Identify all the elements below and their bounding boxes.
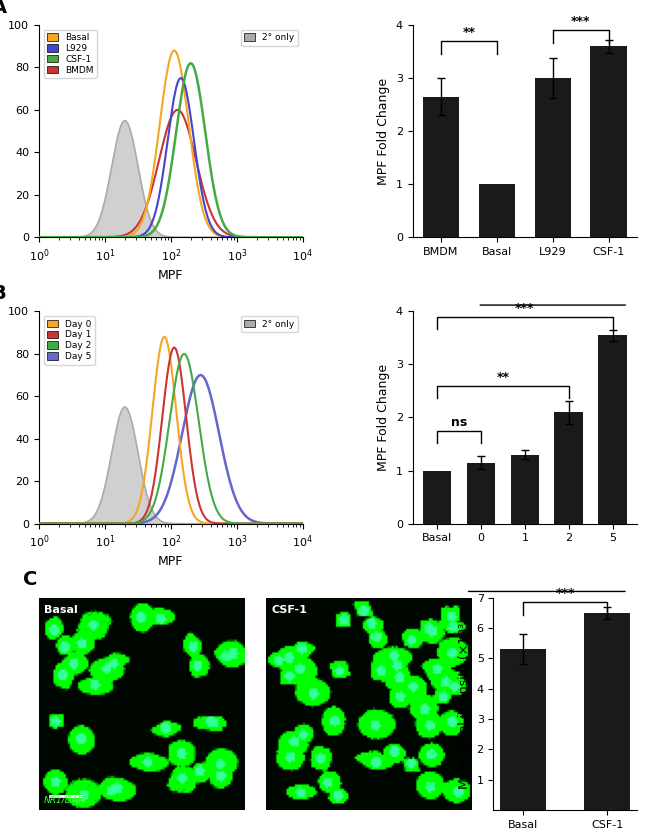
Text: ***: *** <box>515 301 534 315</box>
Y-axis label: Number of cells: Number of cells <box>0 368 3 467</box>
Text: ***: *** <box>556 587 575 600</box>
Text: CSF-1: CSF-1 <box>271 605 307 615</box>
Bar <box>535 78 571 237</box>
Bar <box>554 412 583 524</box>
Bar <box>479 185 515 237</box>
Text: Basal: Basal <box>44 605 78 615</box>
X-axis label: MPF: MPF <box>158 555 183 569</box>
Text: B: B <box>0 284 6 303</box>
Bar <box>467 463 495 524</box>
Legend: 2° only: 2° only <box>241 316 298 332</box>
Legend: 2° only: 2° only <box>241 29 298 46</box>
X-axis label: MPF: MPF <box>158 269 183 282</box>
Text: **: ** <box>463 26 476 39</box>
Text: CSF-1 (days): CSF-1 (days) <box>507 613 586 625</box>
Text: NR1/DAPI: NR1/DAPI <box>44 796 87 805</box>
Text: C: C <box>23 570 37 590</box>
Y-axis label: Mean pixel intensity (×10³): Mean pixel intensity (×10³) <box>458 619 471 789</box>
Y-axis label: Number of cells: Number of cells <box>0 82 3 180</box>
Y-axis label: MPF Fold Change: MPF Fold Change <box>377 78 390 185</box>
Bar <box>423 471 451 524</box>
Text: PMs: PMs <box>540 326 565 339</box>
Bar <box>511 454 539 524</box>
Text: A: A <box>0 0 6 17</box>
Text: **: ** <box>497 371 510 383</box>
Bar <box>500 650 546 810</box>
Bar <box>584 613 630 810</box>
Bar <box>423 97 459 237</box>
Text: ***: *** <box>571 15 590 28</box>
Text: ns: ns <box>451 416 467 428</box>
Y-axis label: MPF Fold Change: MPF Fold Change <box>377 364 390 471</box>
Bar <box>590 46 627 237</box>
Bar <box>598 336 627 524</box>
